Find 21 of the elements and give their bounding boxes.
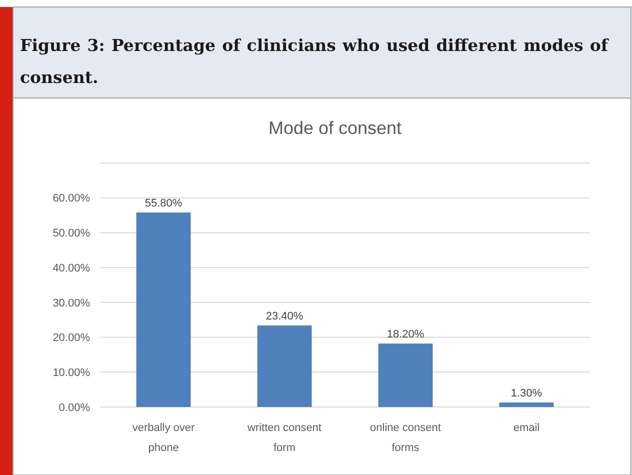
y-tick-label: 20.00% <box>52 332 90 344</box>
y-tick-label: 60.00% <box>52 192 90 205</box>
chart-title: Mode of consent <box>268 118 402 138</box>
y-tick-label: 40.00% <box>52 262 90 274</box>
bar <box>499 402 554 407</box>
y-tick-label: 10.00% <box>52 366 90 379</box>
data-label: 23.40% <box>266 310 304 322</box>
data-label: 55.80% <box>144 197 182 210</box>
bar <box>378 344 433 407</box>
x-tick-label: verbally over phone <box>132 422 196 454</box>
bar <box>257 325 312 407</box>
y-tick-label: 50.00% <box>52 228 90 240</box>
data-label: 18.20% <box>386 328 424 341</box>
y-tick-label: 30.00% <box>52 297 90 310</box>
bar <box>136 212 191 407</box>
x-tick-label: written consent form <box>246 422 322 454</box>
y-tick-label: 0.00% <box>58 402 90 414</box>
x-tick-label: email <box>513 422 540 434</box>
data-label: 1.30% <box>510 387 542 400</box>
caption: Figure 3: Percentage of clinicians who used different modes of consent. <box>20 35 610 89</box>
x-tick-label: online consent forms <box>370 422 441 454</box>
